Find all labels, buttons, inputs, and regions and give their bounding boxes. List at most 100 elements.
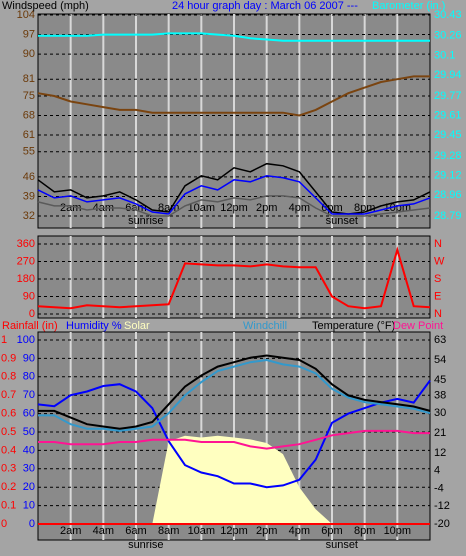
y2-tick-label: 45 [434,374,446,386]
y3-tick-label: 0.7 [1,389,16,401]
y-tick-label: 10 [23,500,35,512]
y-tick-label: 90 [23,290,35,302]
y2-tick-label: -20 [434,518,450,530]
y2-tick-label: 28.96 [434,189,462,201]
x-tick-label: 2pm [256,202,277,214]
x-tick-label: 6pm [321,525,342,537]
y3-tick-label: 0.8 [1,371,16,383]
y-tick-label: 40 [23,444,35,456]
y-tick-label: 80 [23,371,35,383]
y2-tick-label: 29.61 [434,109,462,121]
y2-tick-label: 4 [434,465,440,477]
y2-tick-label: E [434,290,441,302]
line [38,358,431,432]
x-tick-label: 12pm [220,202,248,214]
legend-entry: Temperature (°F) [312,320,395,332]
annotation: sunset [326,215,358,227]
x-tick-label: 10am [188,525,216,537]
y2-tick-label: S [434,273,441,285]
y-tick-label: 61 [23,129,35,141]
y-tick-label: 55 [23,146,35,158]
y2-tick-label: 30.43 [434,9,462,21]
y2-tick-label: -4 [434,482,444,494]
line [37,195,431,217]
chart-title: 24 hour graph day : March 06 2007 --- [172,0,358,12]
x-tick-label: 2am [60,202,81,214]
legend-entry: Dew Point [393,320,443,332]
annotation: sunrise [128,539,163,551]
y2-tick-label: 30.1 [434,49,455,61]
y2-tick-label: 28.79 [434,210,462,222]
y3-tick-label: 0.1 [1,500,16,512]
legend-entry: Rainfall (in) [2,320,58,332]
legend-entry: Humidity % [66,320,122,332]
y3-tick-label: 0 [1,518,7,530]
y2-tick-label: 30.26 [434,30,462,42]
y2-tick-label: N [434,238,442,250]
legend-entry: Barometer (in.) [372,0,445,12]
y-tick-label: 30 [23,463,35,475]
y-tick-label: 180 [17,273,35,285]
y2-tick-label: 29.28 [434,150,462,162]
x-tick-label: 10pm [384,525,412,537]
y-tick-label: 97 [23,28,35,40]
line [38,32,430,42]
y2-tick-label: 54 [434,354,446,366]
y2-tick-label: 29.77 [434,90,462,102]
y3-tick-label: 0.4 [1,444,16,456]
y-tick-label: 360 [17,238,35,250]
y-tick-label: 50 [23,426,35,438]
y2-tick-label: 21 [434,427,446,439]
y2-tick-label: 12 [434,447,446,459]
x-tick-label: 4am [93,525,114,537]
x-tick-label: 6am [125,525,146,537]
y-tick-label: 90 [23,48,35,60]
x-tick-label: 8pm [354,525,375,537]
y-tick-label: 75 [23,90,35,102]
y3-tick-label: 0.6 [1,408,16,420]
y2-tick-label: 38 [434,389,446,401]
y2-tick-label: 29.45 [434,129,462,141]
y3-tick-label: 0.9 [1,352,16,364]
annotation: sunset [326,539,358,551]
y-tick-label: 0 [29,308,35,320]
line [38,429,430,450]
x-tick-label: 8am [158,525,179,537]
y-tick-label: 104 [17,9,35,21]
y3-tick-label: 0.2 [1,481,16,493]
annotation: sunrise [128,215,163,227]
y2-tick-label: N [434,308,442,320]
line [37,162,431,215]
line [37,75,430,117]
y2-tick-label: 29.12 [434,169,462,181]
line [37,246,431,310]
y3-tick-label: 0.3 [1,463,16,475]
y-tick-label: 70 [23,389,35,401]
y-tick-label: 270 [17,255,35,267]
line [38,354,431,430]
x-tick-label: 12pm [220,525,248,537]
area [38,435,430,524]
y3-tick-label: 0.5 [1,426,16,438]
y2-tick-label: 29.94 [434,69,462,81]
line [37,175,431,215]
y-tick-label: 100 [17,334,35,346]
y2-tick-label: W [434,255,445,267]
y-tick-label: 81 [23,73,35,85]
legend-entry: Solar [124,320,150,332]
y2-tick-label: -12 [434,500,450,512]
y-tick-label: 68 [23,109,35,121]
y2-tick-label: 63 [434,334,446,346]
line [37,379,431,489]
x-tick-label: 6am [125,202,146,214]
y-tick-label: 60 [23,408,35,420]
legend-entry: Windspeed (mph) [2,0,89,12]
legend-entry: Windchill [243,320,287,332]
y3-tick-label: 1 [1,334,7,346]
y-tick-label: 39 [23,190,35,202]
x-tick-label: 2am [60,525,81,537]
x-tick-label: 8pm [354,202,375,214]
x-tick-label: 10am [188,202,216,214]
y-tick-label: 90 [23,352,35,364]
